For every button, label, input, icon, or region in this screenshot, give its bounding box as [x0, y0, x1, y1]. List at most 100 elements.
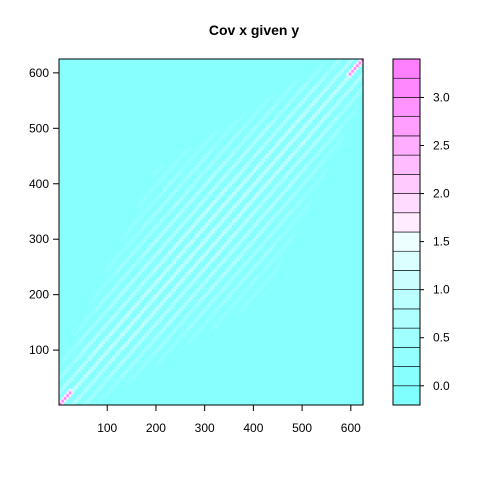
heatmap-cell — [66, 122, 70, 126]
heatmap-cell — [76, 324, 79, 328]
heatmap-cell — [76, 302, 79, 306]
heatmap-cell — [88, 88, 92, 93]
heatmap-cell — [144, 288, 148, 292]
heatmap-cell — [112, 205, 116, 209]
heatmap-cell — [80, 80, 84, 84]
heatmap-cell — [93, 224, 96, 228]
heatmap-cell — [117, 136, 121, 140]
heatmap-cell — [151, 227, 155, 231]
heatmap-cell — [132, 305, 135, 309]
heatmap-cell — [112, 402, 116, 406]
heatmap-cell — [146, 402, 150, 406]
heatmap-cell — [100, 222, 104, 226]
heatmap-cell — [88, 307, 92, 312]
heatmap-cell — [129, 75, 133, 79]
heatmap-cell — [102, 244, 106, 248]
heatmap-cell — [102, 83, 106, 87]
heatmap-cell — [105, 388, 109, 392]
heatmap-cell — [139, 244, 143, 248]
heatmap-cell — [110, 97, 113, 101]
heatmap-cell — [141, 399, 145, 403]
heatmap-cell — [112, 166, 116, 170]
heatmap-cell — [134, 380, 138, 384]
heatmap-cell — [129, 283, 133, 287]
heatmap-cell — [93, 238, 96, 242]
heatmap-cell — [66, 205, 70, 209]
heatmap-cell — [110, 205, 113, 209]
heatmap-cell — [117, 391, 121, 395]
heatmap-cell — [90, 144, 94, 148]
heatmap-cell — [134, 344, 138, 348]
heatmap-cell — [112, 141, 116, 145]
heatmap-cell — [115, 321, 118, 325]
heatmap-cell — [139, 274, 143, 278]
heatmap-cell — [115, 172, 118, 176]
heatmap-cell — [124, 66, 128, 70]
heatmap-cell — [93, 144, 96, 148]
heatmap-cell — [63, 75, 67, 79]
heatmap-cell — [110, 249, 113, 253]
heatmap-cell — [90, 180, 94, 184]
heatmap-cell — [61, 277, 65, 281]
heatmap-cell — [61, 224, 65, 228]
heatmap-cell — [68, 238, 72, 242]
heatmap-cell — [61, 58, 65, 62]
heatmap-cell — [66, 399, 70, 403]
heatmap-cell — [88, 202, 92, 206]
heatmap-cell — [66, 252, 70, 256]
heatmap-cell — [76, 116, 79, 120]
heatmap-cell — [139, 307, 143, 312]
heatmap-cell — [93, 194, 96, 198]
heatmap-cell — [59, 341, 62, 345]
heatmap-cell — [146, 183, 150, 187]
heatmap-cell — [112, 108, 116, 112]
heatmap-cell — [105, 227, 109, 231]
heatmap-cell — [132, 332, 135, 337]
heatmap-cell — [146, 94, 150, 98]
heatmap-cell — [88, 194, 92, 198]
heatmap-cell — [124, 72, 128, 76]
heatmap-cell — [105, 86, 109, 90]
heatmap-cell — [80, 357, 84, 361]
heatmap-cell — [73, 396, 77, 400]
heatmap-cell — [88, 252, 92, 256]
heatmap-cell — [144, 399, 148, 403]
heatmap-cell — [115, 177, 118, 181]
heatmap-cell — [136, 169, 140, 173]
heatmap-cell — [107, 324, 111, 328]
heatmap-cell — [107, 91, 111, 95]
heatmap-cell — [124, 127, 128, 131]
heatmap-cell — [102, 363, 106, 367]
heatmap-cell — [117, 205, 121, 209]
heatmap-cell — [78, 327, 82, 331]
heatmap-cell — [151, 360, 155, 364]
heatmap-cell — [90, 80, 94, 84]
heatmap-cell — [68, 319, 72, 323]
heatmap-cell — [93, 341, 96, 345]
heatmap-cell — [119, 296, 123, 300]
heatmap-cell — [71, 299, 74, 303]
heatmap-cell — [95, 374, 99, 378]
heatmap-cell — [134, 105, 138, 109]
heatmap-cell — [85, 75, 89, 79]
heatmap-cell — [61, 269, 65, 273]
heatmap-cell — [71, 83, 74, 87]
heatmap-cell — [115, 391, 118, 395]
heatmap-cell — [132, 183, 135, 187]
heatmap-cell — [59, 138, 62, 142]
heatmap-cell — [93, 169, 96, 173]
heatmap-cell — [95, 321, 99, 325]
heatmap-cell — [78, 136, 82, 140]
heatmap-cell — [119, 130, 123, 134]
heatmap-cell — [129, 368, 133, 373]
heatmap-cell — [146, 349, 150, 353]
heatmap-cell — [139, 80, 143, 84]
heatmap-cell — [68, 177, 72, 181]
heatmap-cell — [68, 97, 72, 101]
heatmap-cell — [119, 199, 123, 203]
heatmap-cell — [132, 58, 135, 62]
heatmap-cell — [61, 213, 65, 217]
heatmap-cell — [132, 141, 135, 145]
heatmap-cell — [151, 155, 155, 159]
heatmap-cell — [59, 277, 62, 281]
